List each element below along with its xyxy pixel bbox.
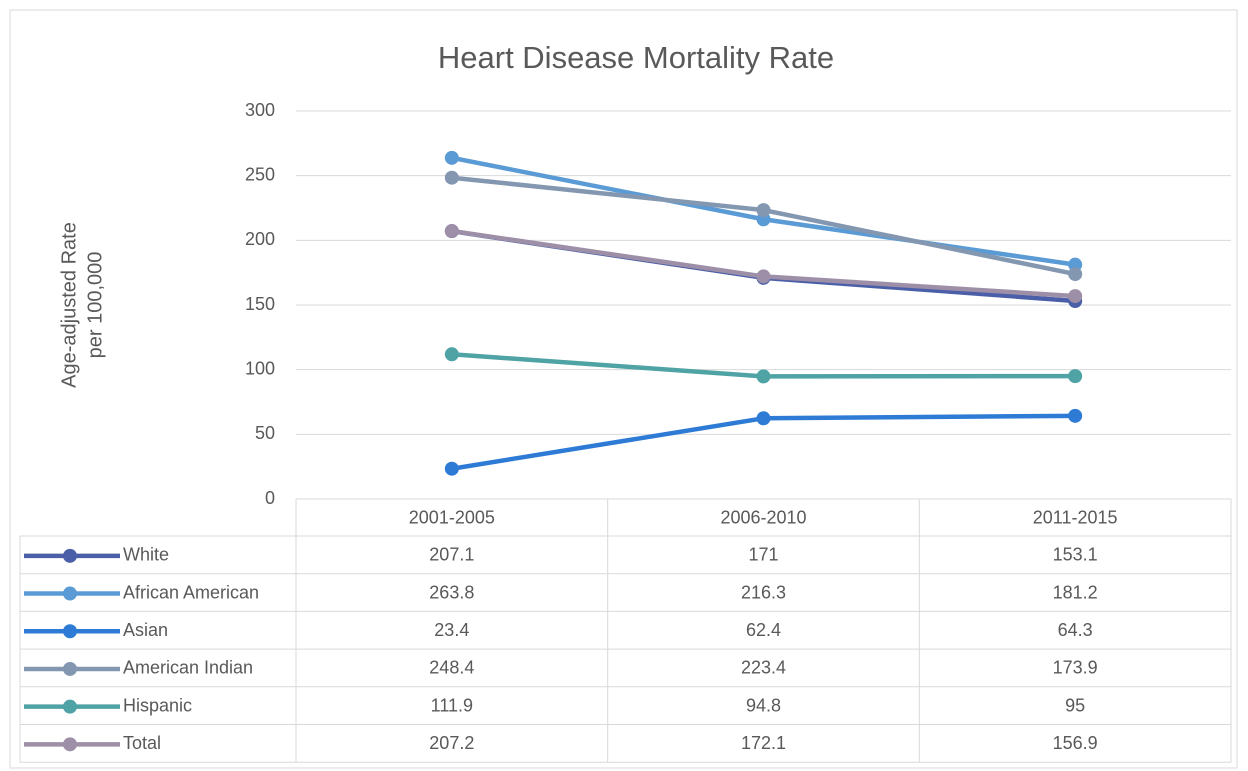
table-cell: 94.8 [746, 695, 781, 715]
y-tick-label: 250 [245, 164, 275, 184]
y-tick-label: 300 [245, 100, 275, 120]
point [1068, 408, 1083, 423]
legend-key-marker [63, 548, 77, 563]
table-cell: 23.4 [434, 620, 469, 640]
point [756, 411, 771, 426]
table-cell: 171 [748, 545, 778, 565]
point [444, 224, 459, 239]
table-cell: 62.4 [746, 620, 781, 640]
table-cell: 95 [1065, 695, 1085, 715]
y-tick-label: 200 [245, 229, 275, 249]
table-cell: 207.2 [429, 733, 474, 753]
point [1068, 289, 1083, 304]
legend-key-marker [63, 737, 77, 752]
legend-label: Hispanic [123, 695, 192, 715]
chart-border [9, 9, 1238, 769]
table-cell: 216.3 [741, 582, 786, 602]
table-cell: 111.9 [431, 695, 473, 715]
table-cell: 248.4 [429, 658, 474, 678]
chart-title: Heart Disease Mortality Rate [438, 40, 834, 75]
x-tick-label: 2011-2015 [1033, 507, 1118, 527]
legend-key-marker [63, 661, 77, 676]
legend-key-marker [63, 699, 77, 714]
y-axis-label: Age-adjusted Rate [58, 222, 80, 388]
x-tick-label: 2001-2005 [409, 507, 495, 527]
point [444, 170, 459, 185]
y-tick-label: 50 [255, 423, 275, 443]
point [1068, 267, 1083, 282]
y-tick-label: 100 [245, 358, 275, 378]
y-axis-label: per 100,000 [84, 252, 106, 359]
legend-label: White [123, 545, 169, 565]
point [444, 461, 459, 476]
point [1068, 369, 1083, 384]
x-tick-label: 2006-2010 [720, 507, 806, 527]
table-cell: 156.9 [1053, 733, 1098, 753]
legend-label: American Indian [123, 658, 253, 678]
point [756, 203, 771, 218]
table-cell: 173.9 [1053, 658, 1098, 678]
legend-key-marker [63, 586, 77, 601]
y-tick-label: 0 [265, 488, 275, 508]
point [444, 150, 459, 165]
table-cell: 172.1 [741, 733, 786, 753]
legend-label: Total [123, 733, 161, 753]
point [756, 269, 771, 284]
table-cell: 263.8 [429, 582, 474, 602]
table-cell: 207.1 [429, 545, 474, 565]
table-cell: 181.2 [1053, 582, 1098, 602]
table-cell: 223.4 [741, 658, 786, 678]
point [444, 347, 459, 362]
legend-key-marker [63, 624, 77, 639]
legend-label: African American [123, 582, 259, 602]
table-cell: 153.1 [1053, 545, 1098, 565]
y-tick-label: 150 [245, 294, 275, 314]
legend-label: Asian [123, 620, 168, 640]
table-cell: 64.3 [1058, 620, 1093, 640]
point [756, 369, 771, 384]
